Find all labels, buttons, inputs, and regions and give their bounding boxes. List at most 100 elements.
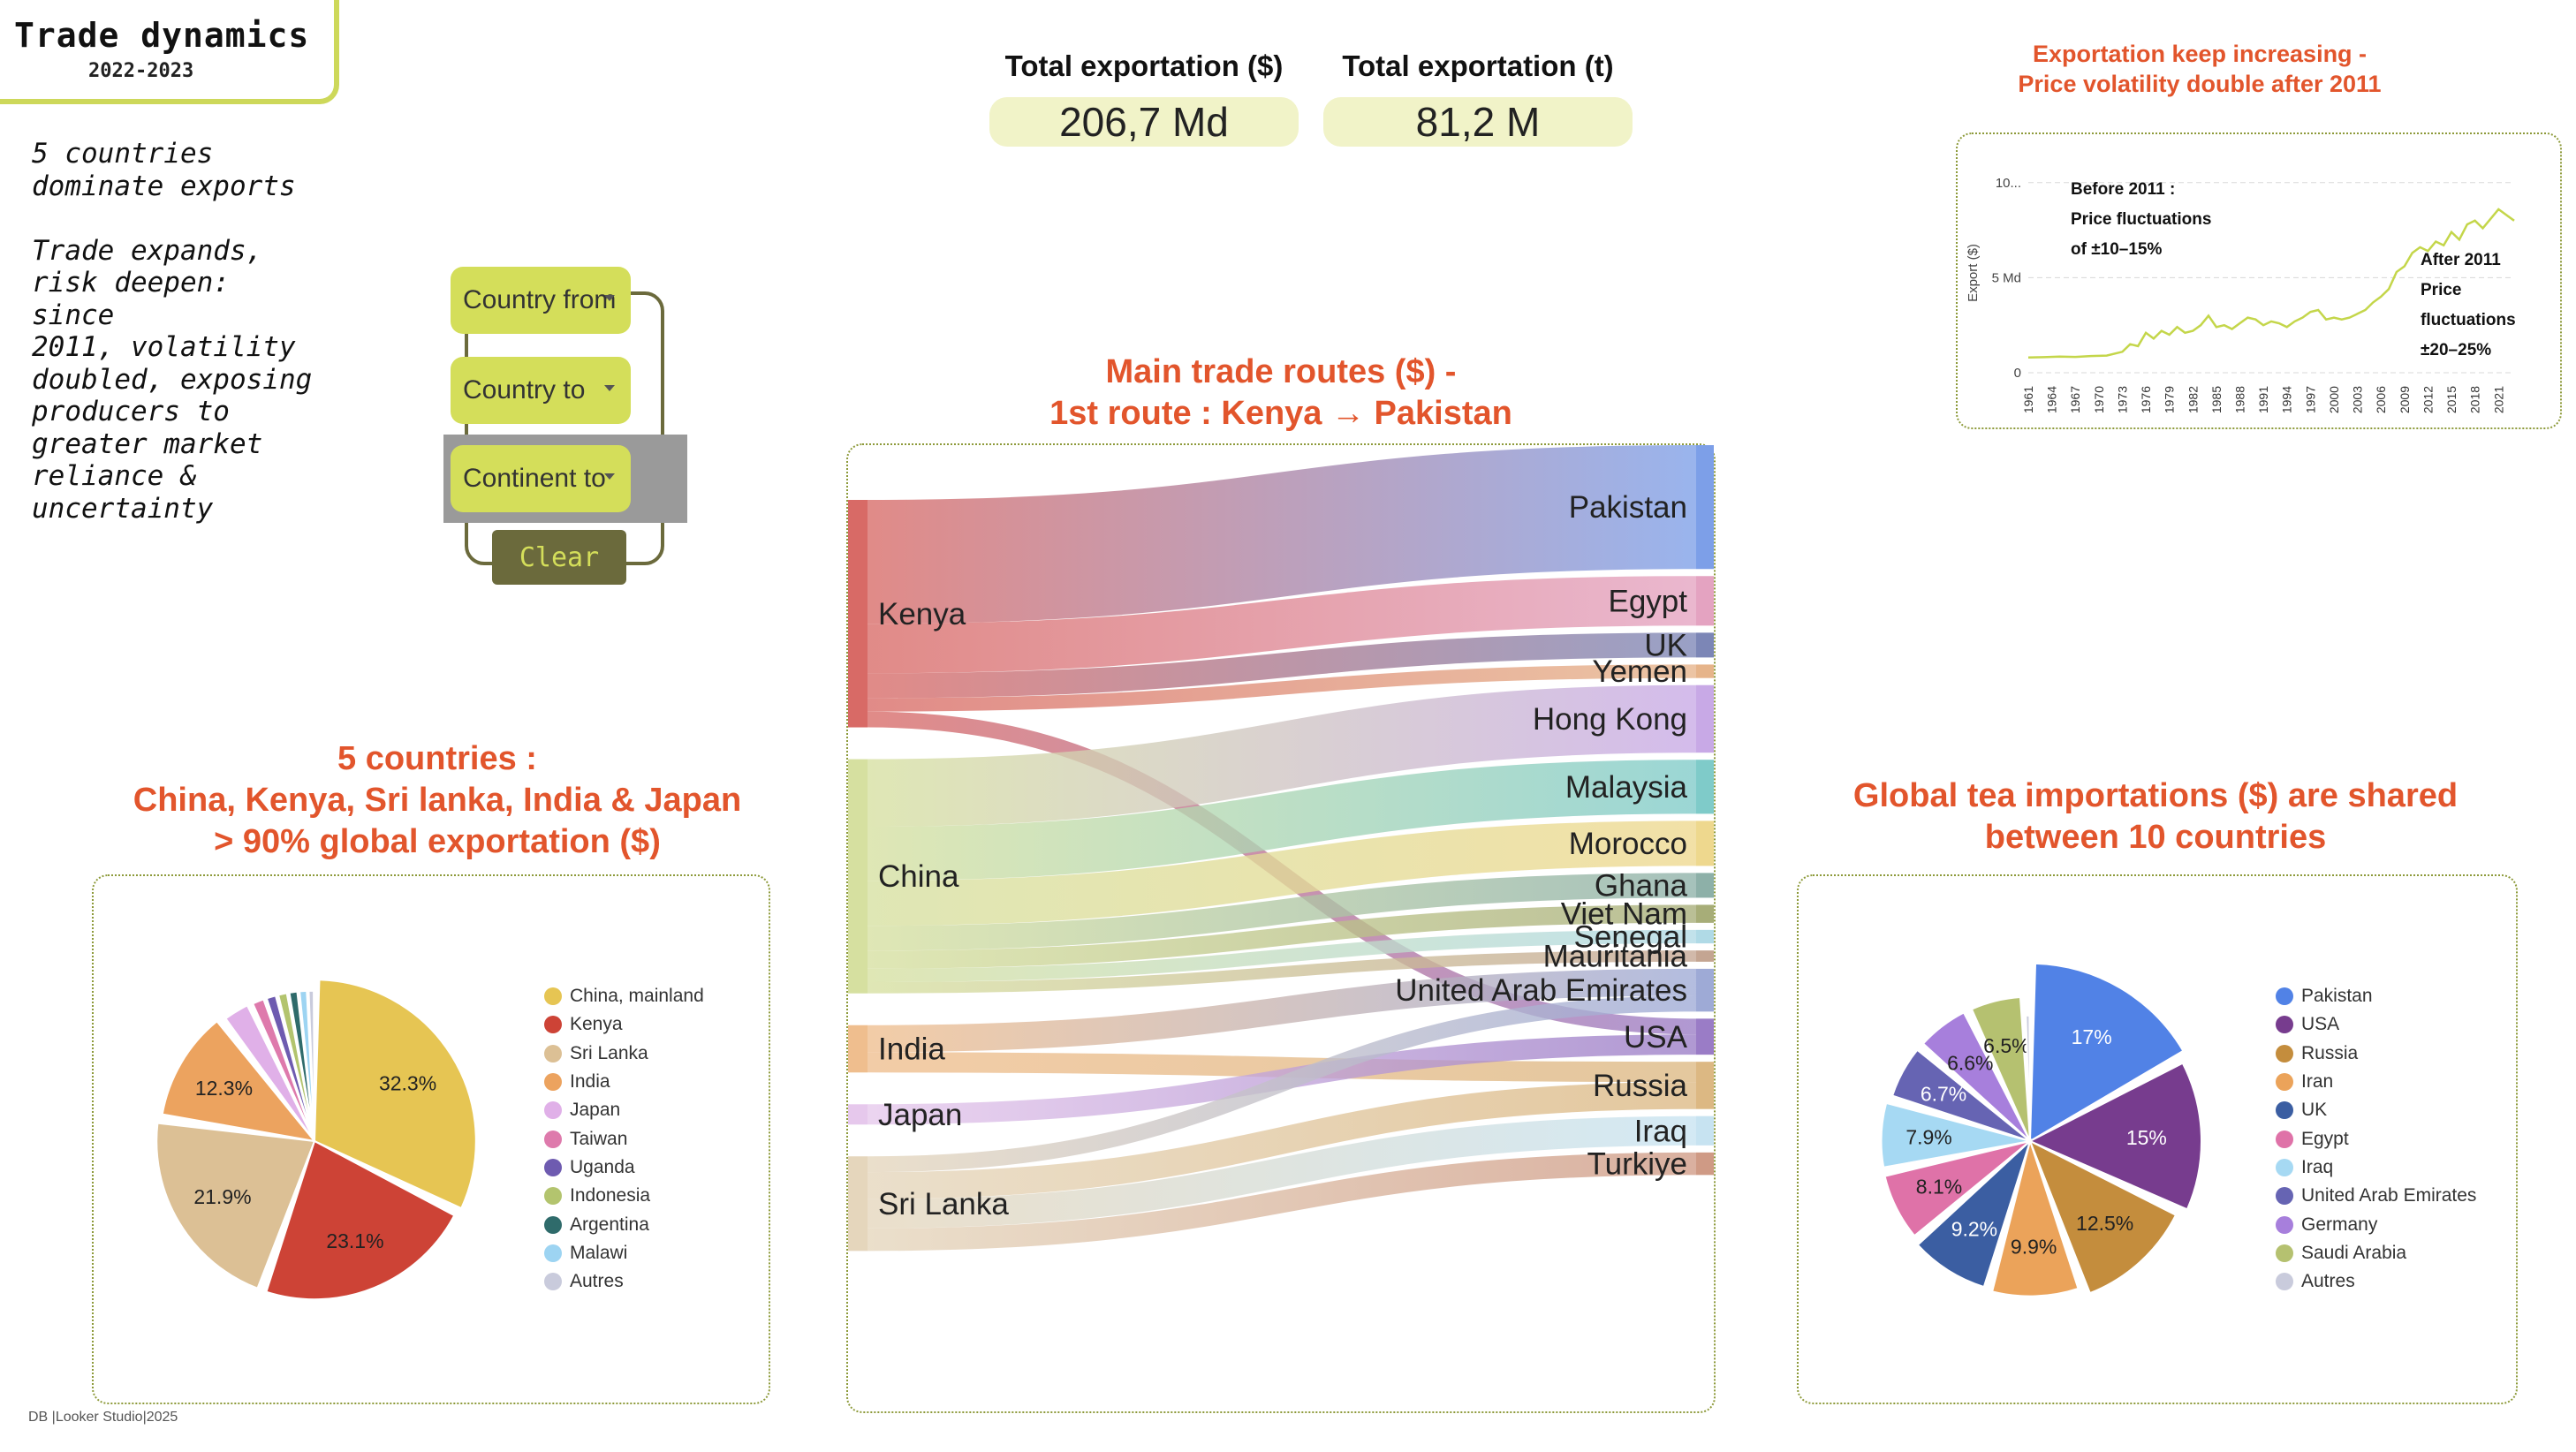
legend-item[interactable]: Iraq — [2276, 1153, 2476, 1182]
pie-slice[interactable] — [2027, 1062, 2202, 1211]
sankey-link[interactable] — [867, 445, 1697, 624]
legend-item[interactable]: USA — [2276, 1010, 2476, 1039]
sankey-link[interactable] — [867, 968, 1697, 1053]
pie-slice[interactable] — [2025, 1014, 2031, 1142]
legend-item[interactable]: Sri Lanka — [544, 1040, 704, 1068]
legend-item[interactable]: Autres — [544, 1267, 704, 1296]
pie-slice[interactable] — [288, 990, 315, 1142]
legend-item[interactable]: Germany — [2276, 1210, 2476, 1238]
pie-slice[interactable] — [1880, 1101, 2031, 1168]
sankey-target-node[interactable] — [1696, 1152, 1714, 1176]
pie-slice[interactable] — [224, 1004, 315, 1142]
legend-item[interactable]: Taiwan — [544, 1124, 704, 1153]
sankey-target-node[interactable] — [1696, 950, 1714, 962]
sankey-link[interactable] — [867, 1052, 1697, 1083]
pie-slice[interactable] — [251, 998, 315, 1142]
legend-item[interactable]: Malawi — [544, 1239, 704, 1267]
legend-item[interactable]: Saudi Arabia — [2276, 1239, 2476, 1267]
legend-item[interactable]: India — [544, 1068, 704, 1096]
pie-slice[interactable] — [265, 994, 315, 1142]
sankey-link[interactable] — [867, 873, 1697, 951]
trend-annotation: fluctuations — [2421, 311, 2516, 329]
sankey-source-node[interactable] — [848, 1156, 868, 1252]
sankey-link[interactable] — [867, 929, 1697, 982]
pie-slice[interactable] — [2028, 962, 2185, 1143]
sankey-target-node[interactable] — [1696, 1018, 1714, 1055]
page-subtitle: 2022-2023 — [88, 60, 194, 82]
continent-to-dropdown[interactable]: Continent to — [451, 445, 631, 512]
clear-button[interactable]: Clear — [492, 530, 626, 585]
pie-slice[interactable] — [277, 992, 315, 1142]
sankey-target-node[interactable] — [1696, 576, 1714, 626]
trend-xtick-label: 2006 — [2374, 386, 2388, 413]
sankey-target-node[interactable] — [1696, 632, 1714, 658]
pie-slice[interactable] — [1883, 1140, 2031, 1237]
pie-slice[interactable] — [1916, 1138, 2033, 1289]
trend-xtick-label: 2003 — [2351, 386, 2365, 413]
pie-slice[interactable] — [307, 989, 315, 1142]
sankey-target-node[interactable] — [1696, 445, 1714, 570]
legend-item[interactable]: UK — [2276, 1096, 2476, 1124]
pie-slice[interactable] — [299, 989, 315, 1142]
legend-swatch — [544, 1101, 562, 1120]
legend-swatch — [544, 1187, 562, 1206]
sankey-target-node[interactable] — [1696, 968, 1714, 1012]
country-from-dropdown[interactable]: Country from — [451, 267, 631, 334]
sankey-source-node[interactable] — [848, 500, 868, 728]
exporters-title-line: > 90% global exportation ($) — [214, 823, 661, 860]
sankey-link[interactable] — [867, 904, 1697, 969]
legend-label: Kenya — [570, 1014, 623, 1035]
legend-item[interactable]: Pakistan — [2276, 982, 2476, 1010]
sankey-link[interactable] — [867, 684, 1697, 828]
sankey-target-node[interactable] — [1696, 929, 1714, 944]
sankey-link[interactable] — [867, 950, 1697, 994]
legend-item[interactable]: Kenya — [544, 1010, 704, 1039]
pie-slice[interactable] — [313, 979, 477, 1210]
legend-item[interactable]: Iran — [2276, 1068, 2476, 1096]
sankey-link[interactable] — [867, 1115, 1697, 1229]
legend-label: Pakistan — [2301, 986, 2373, 1007]
sankey-target-node[interactable] — [1696, 1062, 1714, 1109]
pie-slice[interactable] — [265, 1139, 456, 1301]
trend-title-line: Price volatility double after 2011 — [2018, 71, 2382, 97]
sankey-link[interactable] — [867, 760, 1697, 881]
legend-item[interactable]: Indonesia — [544, 1182, 704, 1210]
sankey-link[interactable] — [867, 632, 1697, 699]
sankey-target-node[interactable] — [1696, 1115, 1714, 1146]
sankey-target-node[interactable] — [1696, 873, 1714, 898]
legend-item[interactable]: Egypt — [2276, 1124, 2476, 1153]
sankey-target-node[interactable] — [1696, 904, 1714, 923]
pie-slice[interactable] — [1970, 995, 2031, 1142]
legend-item[interactable]: Japan — [544, 1096, 704, 1124]
legend-item[interactable]: United Arab Emirates — [2276, 1182, 2476, 1210]
legend-label: Iran — [2301, 1071, 2334, 1093]
legend-item[interactable]: Argentina — [544, 1210, 704, 1238]
legend-item[interactable]: Russia — [2276, 1040, 2476, 1068]
country-to-dropdown[interactable]: Country to — [451, 357, 631, 424]
sankey-source-node[interactable] — [848, 1104, 868, 1125]
sankey-source-node[interactable] — [848, 759, 868, 994]
sankey-link[interactable] — [867, 576, 1697, 674]
sankey-source-node[interactable] — [848, 1025, 868, 1073]
sankey-target-node[interactable] — [1696, 684, 1714, 753]
sankey-link[interactable] — [867, 995, 1697, 1173]
sankey-target-node[interactable] — [1696, 821, 1714, 866]
pie-slice[interactable] — [161, 1019, 317, 1143]
chevron-down-icon — [604, 473, 615, 480]
trend-chart: 0 5 Md 10... Export ($) 1961 1964 1967 1970 1973… — [1966, 176, 2516, 413]
pie-slice[interactable] — [1890, 1048, 2031, 1142]
sankey-link[interactable] — [867, 1152, 1697, 1252]
legend-item[interactable]: Autres — [2276, 1267, 2476, 1296]
pie-slice[interactable] — [1990, 1138, 2080, 1297]
sankey-target-node[interactable] — [1696, 664, 1714, 678]
country-from-label: Country from — [463, 285, 617, 314]
sankey-link[interactable] — [867, 821, 1697, 926]
sankey-link[interactable] — [867, 1082, 1697, 1199]
pie-slice[interactable] — [1921, 1011, 2031, 1142]
pie-slice[interactable] — [2028, 1138, 2178, 1295]
pie-slice[interactable] — [155, 1122, 316, 1290]
sankey-link[interactable] — [867, 664, 1697, 712]
legend-item[interactable]: Uganda — [544, 1153, 704, 1182]
legend-item[interactable]: China, mainland — [544, 982, 704, 1010]
sankey-target-node[interactable] — [1696, 760, 1714, 814]
